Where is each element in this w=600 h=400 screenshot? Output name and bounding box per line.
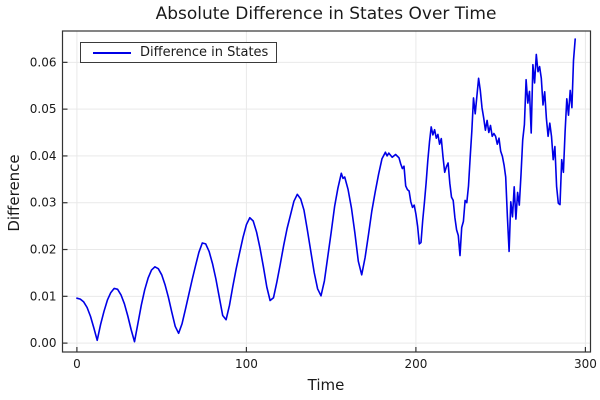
y-tick-label: 0.05 [30,102,57,116]
x-tick-label: 300 [574,357,597,371]
y-tick-label: 0.06 [30,55,57,69]
series-line-difference-in-states [76,38,577,343]
y-tick-label: 0.03 [30,196,57,210]
y-axis-title: Difference [5,154,23,232]
legend-label: Difference in States [140,45,269,60]
plot-frame [61,30,592,353]
x-tick-label: 0 [73,357,81,371]
y-tick-label: 0.00 [30,336,57,350]
y-tick-label: 0.01 [30,289,57,303]
y-tick-label: 0.04 [30,149,57,163]
x-tick-label: 100 [235,357,258,371]
y-tick-label: 0.02 [30,243,57,257]
legend-line-swatch [93,51,131,54]
x-axis-title: Time [307,376,345,394]
chart-title: Absolute Difference in States Over Time [155,4,497,24]
x-tick-label: 200 [404,357,427,371]
legend-box: Difference in States [80,42,277,63]
